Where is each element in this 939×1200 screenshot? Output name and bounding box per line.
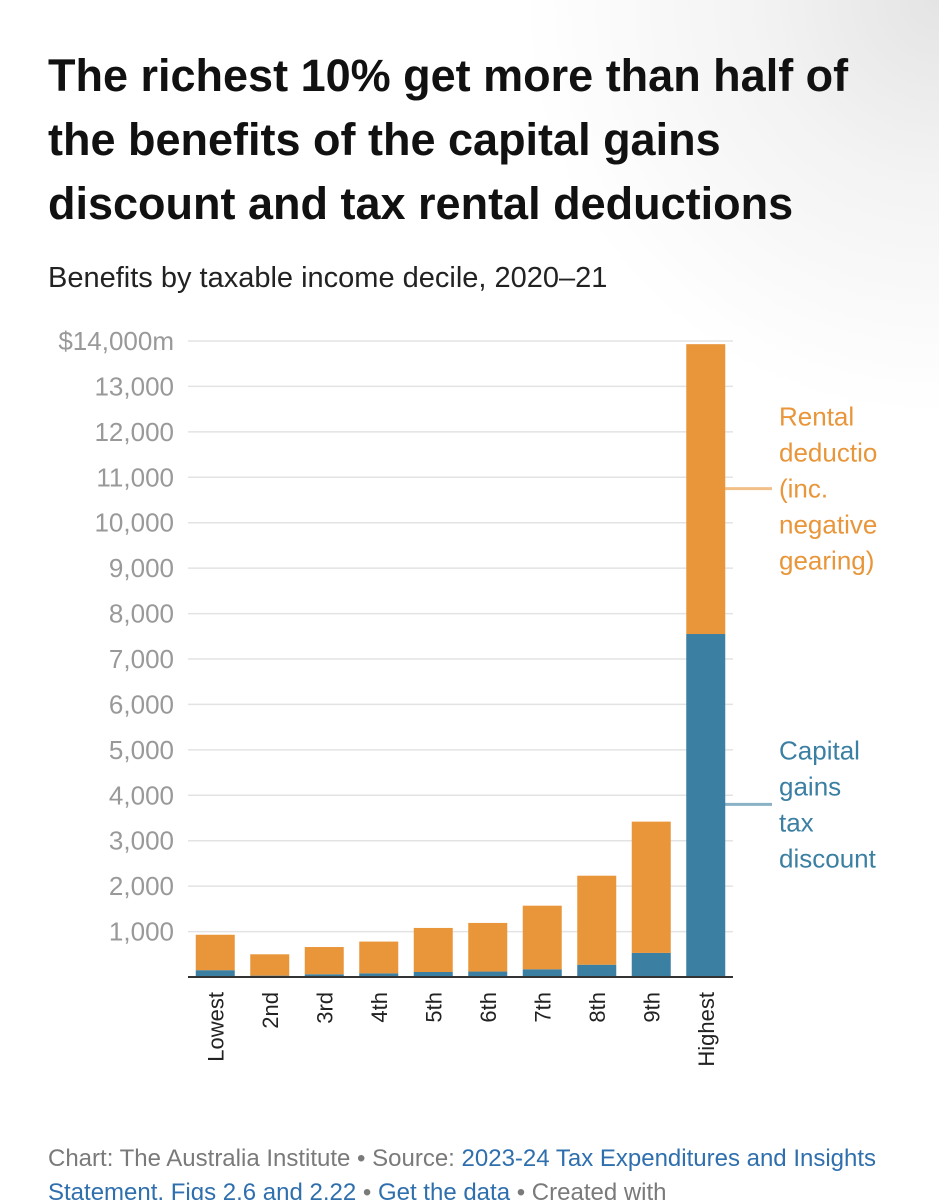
chart-footer: Chart: The Australia Institute • Source:…: [48, 1142, 928, 1200]
series-label-line: Capital: [779, 735, 860, 765]
series-label-line: gearing): [779, 546, 874, 576]
y-tick-label: 5,000: [109, 735, 174, 765]
y-tick-label: 13,000: [94, 371, 174, 401]
stacked-bar-chart: 1,000 2,000 3,000 4,000 5,000 6,000 7,000 8,000…: [58, 326, 877, 1067]
bar-capital-gains: [468, 971, 508, 977]
bar-rental-deductions: [250, 954, 290, 976]
footer-separator: •: [510, 1179, 532, 1200]
y-tick-label: 9,000: [109, 553, 174, 583]
footer-separator: •: [356, 1179, 378, 1200]
x-tick-label: 4th: [367, 992, 392, 1023]
x-tick-label: Highest: [694, 992, 719, 1067]
x-tick-label: 6th: [476, 992, 501, 1023]
y-tick-label: 1,000: [109, 917, 174, 947]
bar-rental-deductions: [522, 905, 562, 970]
series-label-line: deductio: [779, 438, 877, 468]
bar-capital-gains: [631, 952, 671, 977]
footer-source-link[interactable]: 2023-24 Tax Expenditures and Insights St…: [48, 1145, 877, 1200]
bar-rental-deductions: [359, 941, 399, 974]
x-tick-label: Lowest: [203, 992, 228, 1062]
bar-rental-deductions: [631, 821, 671, 953]
bar-capital-gains: [686, 634, 726, 977]
bar-capital-gains: [577, 964, 617, 977]
series-label-line: tax: [779, 807, 814, 837]
y-tick-label: 10,000: [94, 508, 174, 538]
bar-rental-deductions: [413, 927, 453, 973]
bar-rental-deductions: [577, 875, 617, 965]
series-label-line: negative: [779, 510, 877, 540]
bar-capital-gains: [304, 974, 344, 977]
y-tick-label: 4,000: [109, 780, 174, 810]
bar-rental-deductions: [686, 344, 726, 635]
footer-get-data-link[interactable]: Get the data: [377, 1179, 511, 1200]
y-tick-label: $14,000m: [58, 326, 174, 356]
y-tick-label: 6,000: [109, 689, 174, 719]
x-tick-label: 2nd: [258, 992, 283, 1029]
x-tick-label: 5th: [421, 992, 446, 1023]
footer-source-label: Source:: [372, 1145, 462, 1172]
y-tick-label: 8,000: [109, 599, 174, 629]
footer-created-with: Created with: [531, 1179, 667, 1200]
x-tick-label: 9th: [639, 992, 664, 1023]
x-tick-label: 7th: [530, 992, 555, 1023]
bar-rental-deductions: [304, 947, 344, 975]
footer-credit: Chart: The Australia Institute: [48, 1145, 351, 1172]
series-label-line: (inc.: [779, 474, 828, 504]
chart-title: The richest 10% get more than half of th…: [48, 50, 849, 229]
chart-subtitle: Benefits by taxable income decile, 2020–…: [48, 262, 608, 294]
series-label-line: gains: [779, 771, 841, 801]
series-label-line: discount: [779, 843, 877, 873]
bar-capital-gains: [195, 970, 235, 977]
y-tick-label: 3,000: [109, 826, 174, 856]
bar-capital-gains: [413, 972, 453, 977]
bar-rental-deductions: [468, 922, 508, 972]
y-tick-label: 7,000: [109, 644, 174, 674]
bar-rental-deductions: [195, 934, 235, 971]
y-tick-label: 12,000: [94, 417, 174, 447]
bar-capital-gains: [522, 969, 562, 977]
y-tick-label: 11,000: [96, 462, 174, 492]
footer-separator: •: [350, 1145, 373, 1172]
series-label-line: Rental: [779, 402, 854, 432]
x-tick-label: 3rd: [312, 992, 337, 1024]
bar-capital-gains: [359, 973, 399, 977]
x-tick-label: 8th: [585, 992, 610, 1023]
y-tick-label: 2,000: [109, 871, 174, 901]
